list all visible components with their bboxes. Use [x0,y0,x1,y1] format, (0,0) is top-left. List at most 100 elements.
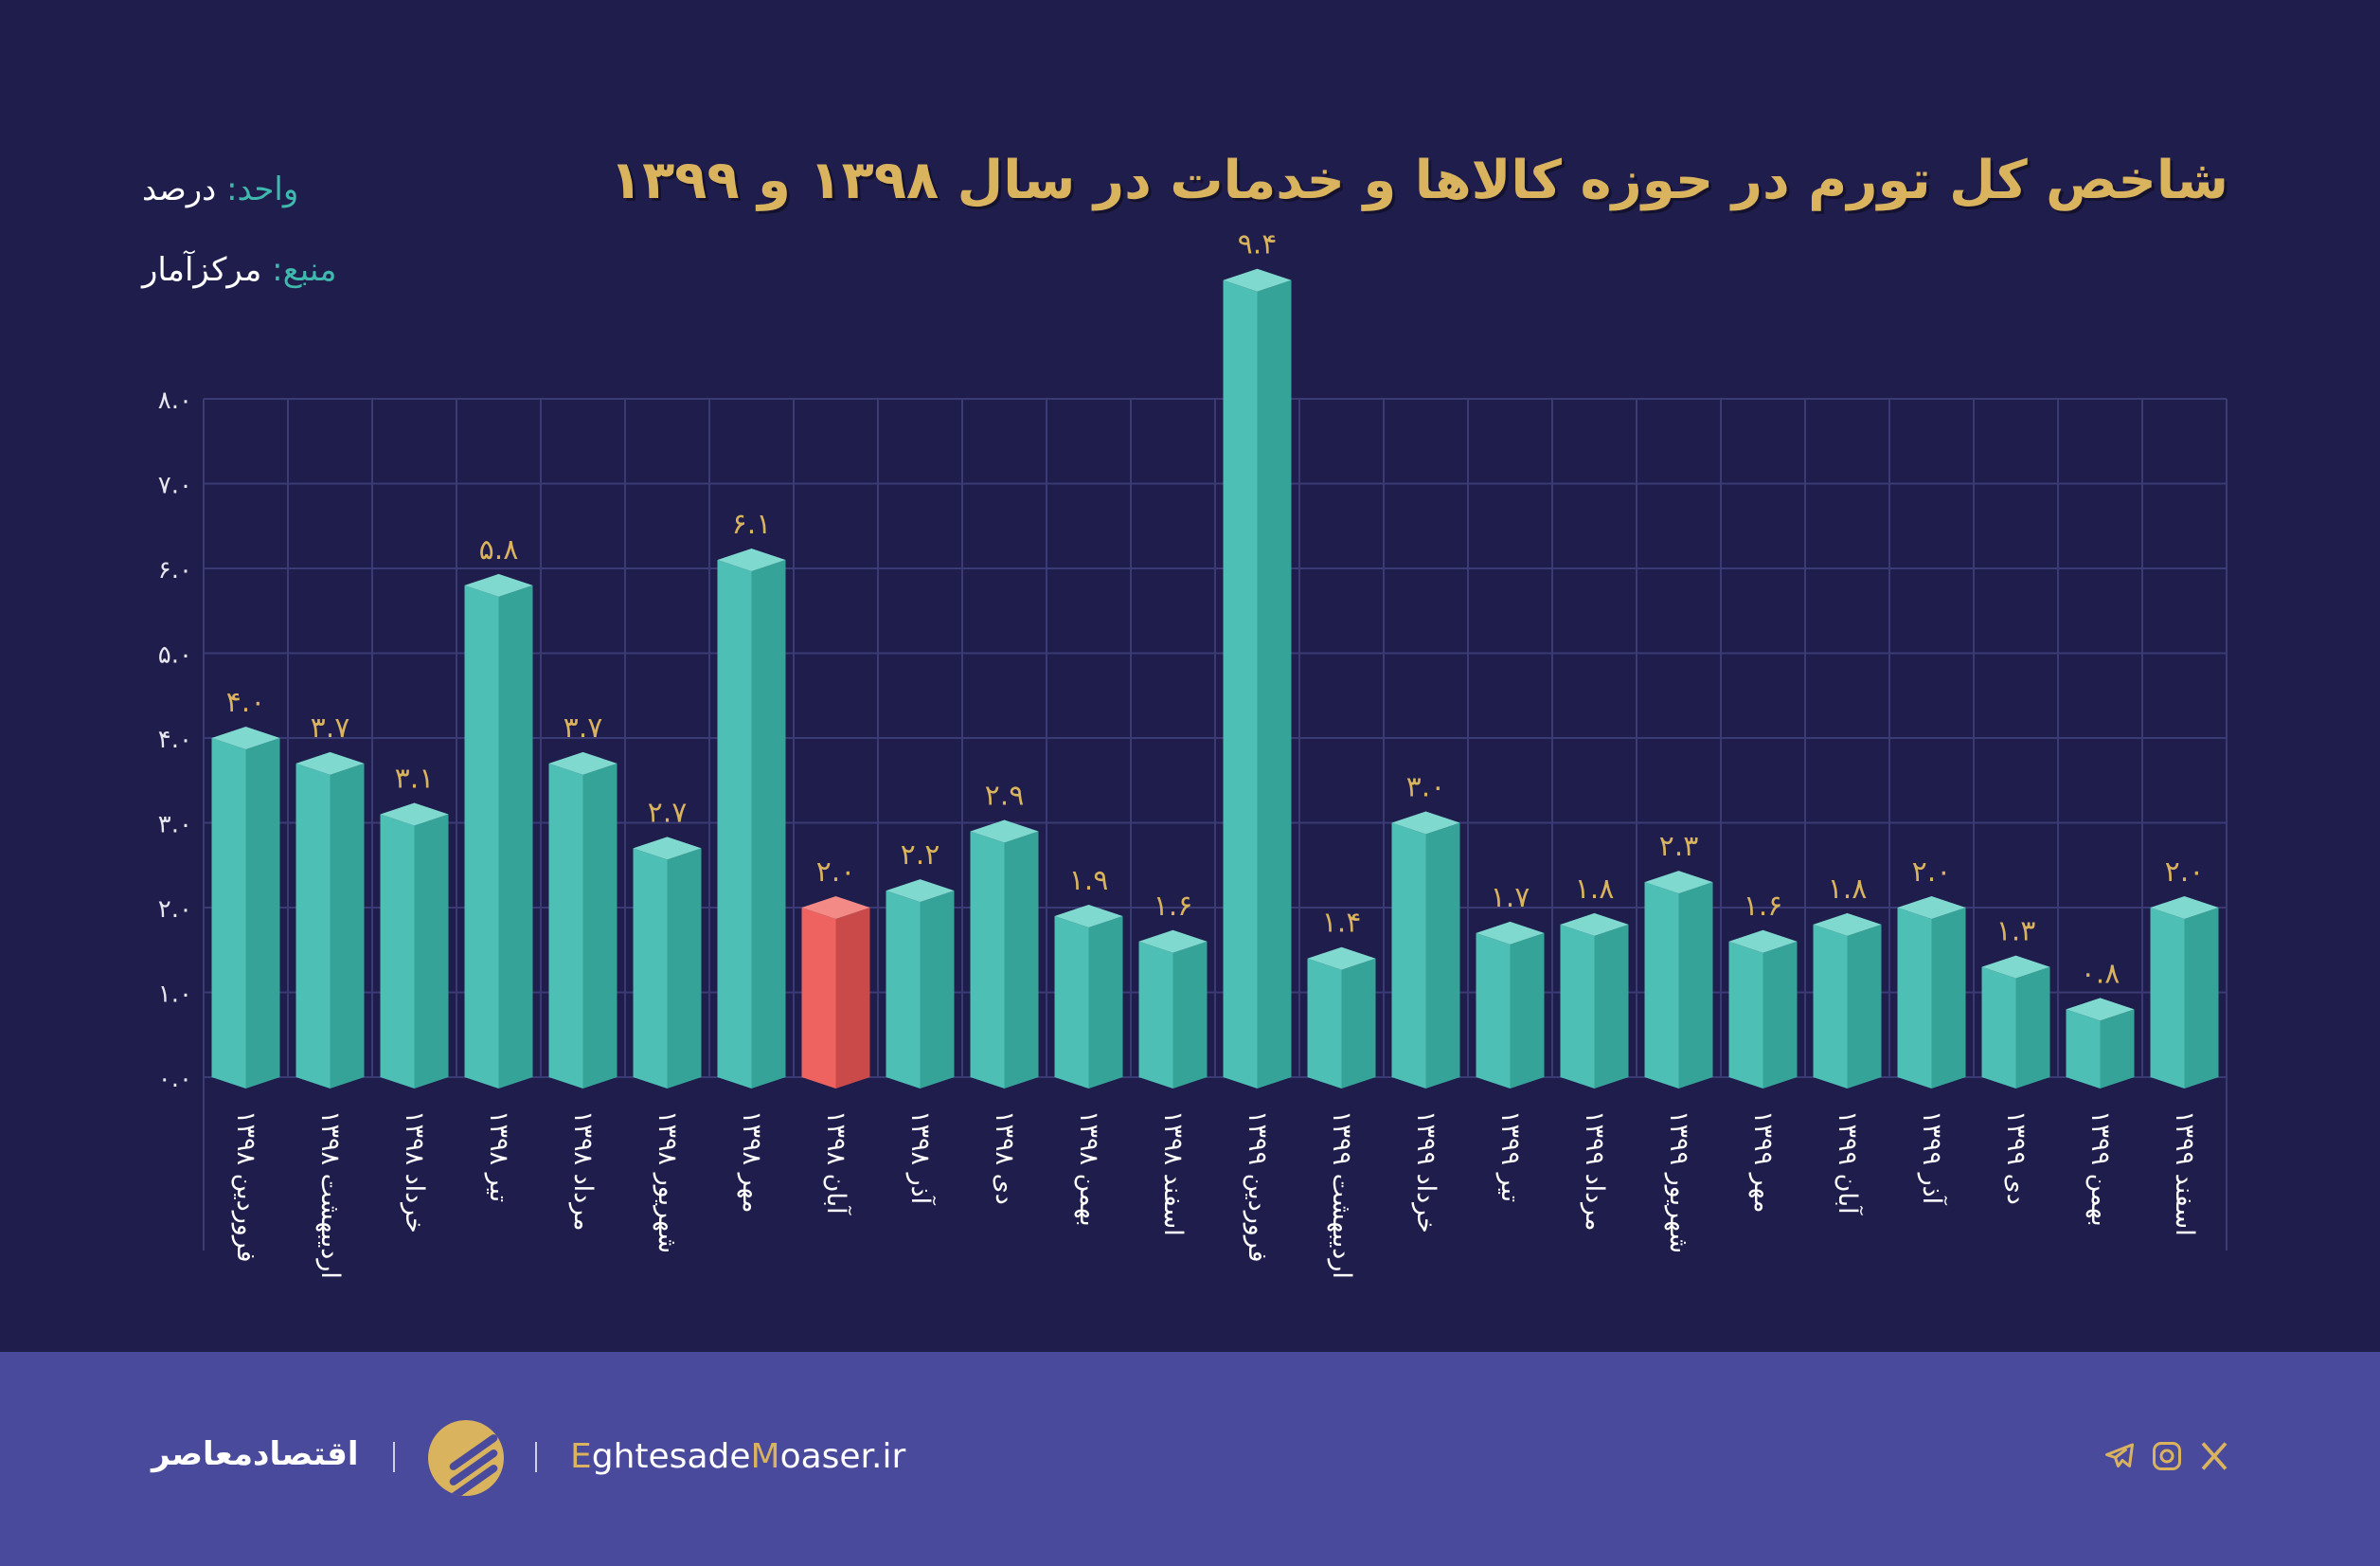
value-label: ۲.۰ [2165,855,2205,889]
bar-top [717,549,786,572]
bar-top [970,819,1039,843]
x-icon[interactable] [2197,1439,2231,1473]
bar-top [1897,896,1966,919]
bar-top [1813,912,1882,936]
bar-right-face [667,848,702,1089]
bar-top [886,879,955,903]
y-tick-label: ۶.۰ [158,556,192,585]
x-tick-label: اسفند ۱۳۹۹ [2170,1110,2199,1236]
x-tick-label: مرداد ۱۳۹۹ [1580,1110,1609,1232]
bar-right-face [920,891,955,1089]
bar-left-face [1476,932,1511,1089]
bar-right-face [2100,1009,2135,1089]
chart-title: شاخص کل تورم در حوزه کالاها و خدمات در س… [609,150,2228,211]
value-label: ۱.۴ [1322,907,1362,940]
bar-left-face [970,831,1005,1089]
bar-top [1560,912,1629,936]
bar-left-face [801,908,836,1089]
bar-right-face [582,763,617,1089]
bar-top [633,837,702,860]
x-tick-label: تیر ۱۳۹۸ [484,1110,513,1202]
bar-left-face [211,738,246,1089]
bar-left-face [295,763,331,1089]
x-tick-label: شهریور ۱۳۹۹ [1664,1110,1693,1253]
value-label: ۳.۷ [311,711,350,745]
x-tick-label: اردیبهشت ۱۳۹۸ [315,1110,345,1279]
value-label: ۱.۸ [1575,873,1615,906]
value-label: ۰.۸ [2081,957,2121,990]
value-label: ۱.۹ [1069,864,1109,897]
value-label: ۲.۰ [816,855,856,889]
bar-top [801,896,870,919]
bar-left-face [633,848,668,1089]
value-label: ۲.۹ [985,779,1025,812]
bar-left-face [1391,822,1426,1089]
bar-right-face [835,908,870,1089]
value-label: ۳.۷ [564,711,603,745]
value-label: ۱.۸ [1828,873,1868,906]
bar-top [380,802,449,826]
x-tick-label: تیر ۱۳۹۹ [1495,1110,1525,1202]
unit-label: واحد: درصد [142,171,298,208]
website-link[interactable]: EghtesadeMoaser.ir [570,1437,906,1476]
bar-right-face [498,585,533,1089]
x-tick-label: دی ۱۳۹۸ [990,1110,1019,1205]
bar-left-face [886,891,921,1089]
bar-top [464,573,533,597]
y-tick-label: ۷.۰ [158,472,192,500]
value-label: ۲.۲ [901,838,940,872]
bar-left-face [1981,966,2016,1089]
x-tick-label: دی ۱۳۹۹ [2001,1110,2031,1205]
instagram-icon[interactable] [2150,1439,2184,1473]
bar-right-face [751,560,786,1089]
y-tick-label: ۳.۰ [158,811,192,839]
source-key: منبع: [272,251,337,289]
x-tick-label: مهر ۱۳۹۹ [1748,1110,1778,1213]
bar-right-face [414,814,449,1089]
x-tick-label: فروردین ۱۳۹۹ [1243,1110,1272,1263]
bar-left-face [717,560,752,1089]
y-tick-label: ۰.۰ [158,1065,192,1093]
bar-left-face [1728,941,1763,1089]
x-tick-label: فروردین ۱۳۹۸ [231,1110,260,1263]
bar-top [1391,811,1460,835]
divider [535,1442,537,1472]
bar-right-face [1341,958,1376,1089]
bar-right-face [2184,908,2219,1089]
bar-top [1476,921,1545,945]
bar-right-face [1004,831,1039,1089]
bar-left-face [464,585,499,1089]
value-label: ۱.۶ [1154,890,1193,923]
x-tick-label: بهمن ۱۳۹۸ [1074,1110,1103,1227]
bar-right-face [2015,966,2050,1089]
source-label: منبع: مرکزآمار [142,251,336,289]
value-label: ۵.۸ [479,533,519,567]
bar-top [295,751,365,775]
bar-top [2066,998,2135,1021]
bar-left-face [1138,941,1173,1089]
value-label: ۲.۰ [1912,855,1952,889]
value-label: ۹.۴ [1238,228,1278,261]
brand-name: اقتصادمعاصر [152,1435,359,1473]
value-label: ۱.۶ [1744,890,1783,923]
bar-right-face [330,763,365,1089]
bar-top [1728,929,1798,953]
bar-left-face [2150,908,2185,1089]
bar-left-face [1813,924,1848,1089]
bar-top [1307,946,1376,970]
logo-icon [428,1420,504,1496]
bar-right-face [1678,882,1713,1089]
x-tick-label: خرداد ۱۳۹۹ [1411,1110,1441,1233]
bar-right-face [1931,908,1966,1089]
x-tick-label: آبان ۱۳۹۹ [1833,1110,1863,1215]
telegram-icon[interactable] [2103,1439,2137,1473]
value-label: ۲.۷ [648,796,688,829]
x-tick-label: آذر ۱۳۹۸ [905,1110,936,1206]
bar-top [1644,871,1713,894]
bar-right-face [1594,924,1629,1089]
bar-right-face [1425,822,1460,1089]
bar-right-face [1763,941,1798,1089]
x-tick-label: آبان ۱۳۹۸ [821,1110,851,1215]
x-tick-label: اردیبهشت ۱۳۹۹ [1327,1110,1356,1279]
bar-left-face [1644,882,1679,1089]
